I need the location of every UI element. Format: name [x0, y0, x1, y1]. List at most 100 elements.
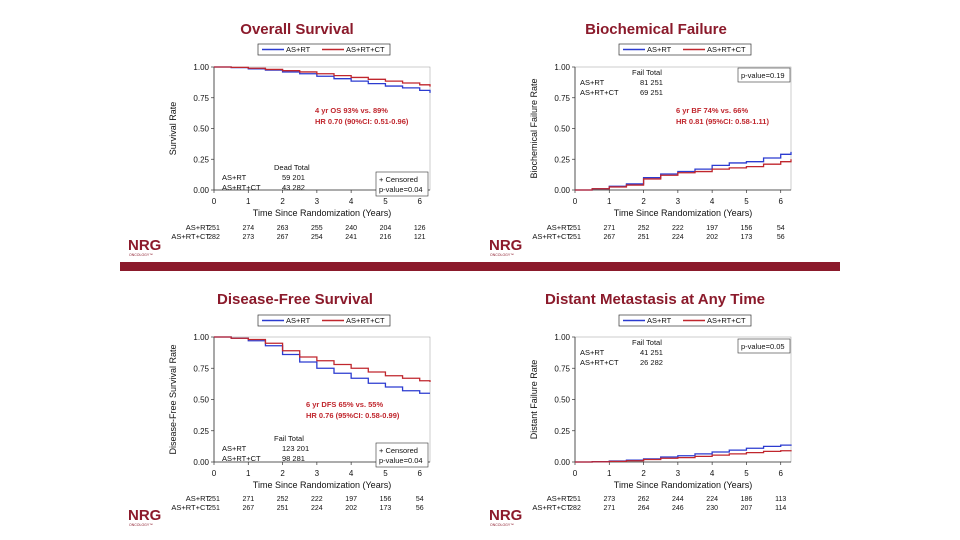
risk-value: 263: [277, 225, 289, 232]
event-table: Fail Total AS+RT 41 251 AS+RT+CT 26 282: [580, 338, 663, 367]
event-group: AS+RT: [580, 348, 605, 357]
legend-label: AS+RT+CT: [707, 316, 746, 325]
y-axis-label: Survival Rate: [168, 102, 178, 156]
event-values: 81 251: [640, 78, 663, 87]
event-group: AS+RT+CT: [580, 88, 619, 97]
risk-value: 264: [638, 505, 650, 512]
x-tick-label: 1: [607, 197, 612, 206]
logo-text: NRG: [128, 507, 161, 524]
hr-annotation: HR 0.81 (95%CI: 0.58-1.11): [676, 117, 769, 126]
risk-value: 262: [638, 496, 650, 503]
x-tick-label: 4: [349, 197, 354, 206]
risk-value: 204: [380, 225, 392, 232]
hr-annotation: 6 yr BF 74% vs. 66%: [676, 106, 748, 115]
stat-box: p-value=0.05: [737, 338, 791, 354]
stat-box-frame: [737, 338, 791, 354]
chart-title: Disease-Free Survival: [217, 291, 373, 308]
risk-group-label: AS+RT: [186, 223, 211, 232]
logo-subtext: ONCOLOGY™: [490, 253, 514, 257]
y-tick-label: 0.00: [193, 458, 209, 467]
legend-label: AS+RT+CT: [346, 316, 385, 325]
event-values: 69 251: [640, 88, 663, 97]
y-tick-label: 1.00: [193, 333, 209, 342]
risk-value: 252: [277, 496, 289, 503]
risk-value: 173: [741, 234, 753, 241]
logo-subtext: ONCOLOGY™: [129, 253, 153, 257]
y-tick-label: 0.50: [193, 125, 209, 134]
risk-value: 273: [242, 234, 254, 241]
event-group: AS+RT: [222, 173, 247, 182]
y-tick-label: 1.00: [554, 63, 570, 72]
x-tick-label: 2: [641, 197, 646, 206]
risk-value: 222: [311, 496, 323, 503]
x-tick-label: 0: [573, 197, 578, 206]
risk-value: 216: [380, 234, 392, 241]
y-tick-label: 0.75: [193, 94, 209, 103]
event-table: Fail Total AS+RT 123 201 AS+RT+CT 98 281: [222, 434, 309, 463]
risk-value: 222: [672, 225, 684, 232]
risk-value: 197: [345, 496, 357, 503]
risk-value: 282: [208, 234, 220, 241]
risk-value: 271: [603, 225, 615, 232]
stat-box-frame: [737, 67, 791, 83]
x-tick-label: 0: [573, 469, 578, 478]
x-tick-label: 6: [417, 469, 422, 478]
risk-value: 251: [638, 234, 650, 241]
y-tick-label: 0.75: [554, 94, 570, 103]
risk-value: 156: [741, 225, 753, 232]
risk-value: 240: [345, 225, 357, 232]
hr-annotation: 4 yr OS 93% vs. 89%: [315, 106, 388, 115]
risk-value: 274: [242, 225, 254, 232]
risk-value: 241: [345, 234, 357, 241]
risk-value: 251: [569, 234, 581, 241]
x-tick-label: 2: [641, 469, 646, 478]
x-tick-label: 1: [246, 197, 251, 206]
event-values: 123 201: [282, 444, 309, 453]
y-tick-label: 0.25: [193, 427, 209, 436]
x-tick-label: 1: [607, 469, 612, 478]
stat-box-text: p-value=0.04: [379, 185, 423, 194]
plot-area: [574, 336, 792, 463]
y-tick-label: 0.50: [193, 396, 209, 405]
series-line-as-rt-ct: [575, 159, 792, 191]
risk-value: 114: [775, 505, 786, 512]
logo-text: NRG: [128, 237, 161, 254]
x-tick-label: 5: [383, 197, 388, 206]
chart-title: Biochemical Failure: [585, 21, 727, 38]
logo-text: NRG: [489, 507, 522, 524]
risk-group-label: AS+RT+CT: [171, 232, 210, 241]
risk-value: 156: [380, 496, 392, 503]
x-tick-label: 4: [710, 197, 715, 206]
event-group: AS+RT+CT: [222, 454, 261, 463]
risk-value: 173: [380, 505, 392, 512]
risk-value: 230: [706, 505, 718, 512]
hr-annotation: 6 yr DFS 65% vs. 55%: [306, 400, 383, 409]
x-tick-label: 4: [349, 469, 354, 478]
risk-value: 56: [416, 505, 424, 512]
x-tick-label: 0: [212, 469, 217, 478]
x-tick-label: 2: [280, 197, 285, 206]
risk-value: 255: [311, 225, 323, 232]
y-axis-label: Biochemical Failure Rate: [529, 78, 539, 178]
event-table-header: Fail Total: [274, 434, 304, 443]
legend-label: AS+RT+CT: [707, 45, 746, 54]
risk-value: 202: [345, 505, 357, 512]
y-tick-label: 0.50: [554, 396, 570, 405]
risk-value: 54: [416, 496, 424, 503]
event-values: 26 282: [640, 358, 663, 367]
x-tick-label: 5: [744, 469, 749, 478]
x-tick-label: 1: [246, 469, 251, 478]
event-values: 98 281: [282, 454, 305, 463]
risk-value: 54: [777, 225, 785, 232]
x-tick-label: 3: [676, 197, 681, 206]
risk-value: 224: [706, 496, 718, 503]
x-tick-label: 6: [417, 197, 422, 206]
risk-value: 246: [672, 505, 684, 512]
stat-box-text: p-value=0.05: [741, 342, 785, 351]
